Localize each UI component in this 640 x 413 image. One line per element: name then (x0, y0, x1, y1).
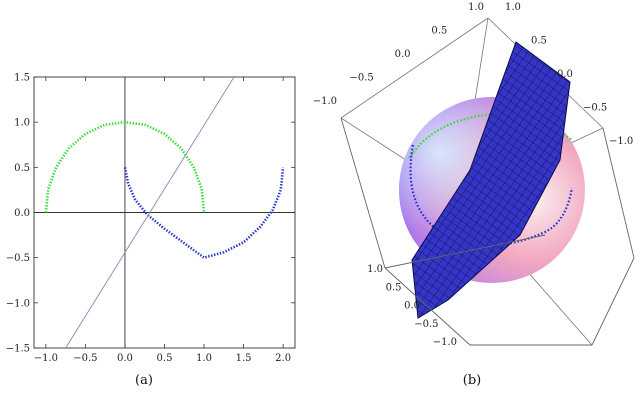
blue-curve-3d (409, 144, 574, 246)
y3d-tick-label: 0.0 (557, 69, 573, 80)
y-tick-label: 1.0 (14, 118, 30, 129)
y-tick-label: 0.5 (14, 163, 30, 174)
y-tick-label: 1.5 (14, 73, 30, 84)
y-tick-label: 0.0 (14, 208, 30, 219)
x-tick-label: −1.0 (34, 353, 58, 364)
x-tick-label: 0.5 (157, 353, 173, 364)
caption-a: (a) (135, 373, 153, 388)
series-3-line (65, 77, 235, 348)
z3d-tick-label: 1.0 (367, 264, 383, 275)
y-tick-label: −1.0 (6, 298, 30, 309)
x-tick-label: 1.0 (196, 353, 212, 364)
y3d-tick-label: −0.5 (583, 103, 607, 114)
y3d-tick-label: 0.5 (531, 36, 547, 47)
caption-b: (b) (463, 373, 481, 388)
y3d-tick-label: 1.0 (505, 2, 521, 13)
x3d-tick-label: −1.0 (313, 96, 337, 107)
ticks-a: −1.0 −0.5 0.0 0.5 1.0 1.5 2.0 −1.5 −1.0 −0.5 0.0 0.… (6, 73, 295, 364)
panel-a: −1.0 −0.5 0.0 0.5 1.0 1.5 2.0 −1.5 −1.0 −0.5 0.0 0.… (6, 73, 296, 388)
series-a (44, 77, 285, 348)
ticks-b: 1.00.50.0−0.5−1.0−1.0−0.50.00.51.01.00.5… (313, 2, 634, 348)
x-tick-label: 2.0 (275, 353, 291, 364)
x3d-tick-label: 0.0 (395, 49, 411, 60)
x3d-tick-label: 1.0 (468, 2, 484, 13)
series-1-line (44, 120, 206, 213)
green-curve-3d (408, 113, 573, 159)
series-2-line (123, 167, 285, 260)
z3d-tick-label: −0.5 (414, 319, 438, 330)
z3d-tick-label: 0.5 (386, 282, 402, 293)
box-front-edges (340, 117, 635, 346)
x-tick-label: −0.5 (73, 353, 97, 364)
z3d-tick-label: 0.0 (404, 301, 420, 312)
x-tick-label: 1.5 (236, 353, 252, 364)
y-tick-label: −1.5 (6, 344, 30, 355)
x3d-tick-label: −0.5 (349, 73, 373, 84)
panel-b: 1.00.50.0−0.5−1.0−1.0−0.50.00.51.01.00.5… (313, 2, 635, 388)
x-tick-label: 0.0 (117, 353, 133, 364)
y-tick-label: −0.5 (6, 253, 30, 264)
x3d-tick-label: 0.5 (431, 26, 447, 37)
cutting-plane (411, 41, 571, 319)
z3d-tick-label: −1.0 (433, 337, 457, 348)
y3d-tick-label: −1.0 (609, 136, 633, 147)
